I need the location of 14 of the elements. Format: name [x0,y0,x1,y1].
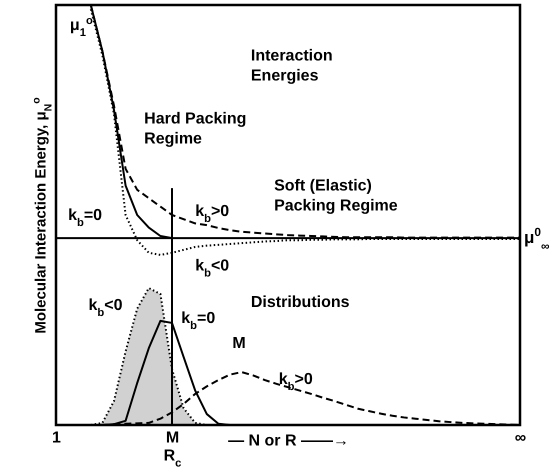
annotation: Distributions [250,294,350,311]
annotation: Interaction Energies [250,47,333,84]
annotation: k$_{b}$<0 [88,296,123,319]
x-tick-label: 1 [52,430,62,446]
annotation: k$_{b}$=0 [68,207,102,229]
annotation: k$_{b}$<0 [195,257,230,280]
annotation: M [232,335,246,352]
annotation: k$_{b}$=0 [181,310,216,332]
x-tick-label: ∞ [514,430,526,446]
annotation: Soft (Elastic) Packing Regime [274,178,398,215]
annotation: k$_{b}$>0 [195,202,230,225]
x-axis-title: — N or R ——→ [228,432,349,450]
annotation: Hard Packing Regime [144,110,246,148]
x-tick-label: M R$_{c}$ [164,430,182,470]
